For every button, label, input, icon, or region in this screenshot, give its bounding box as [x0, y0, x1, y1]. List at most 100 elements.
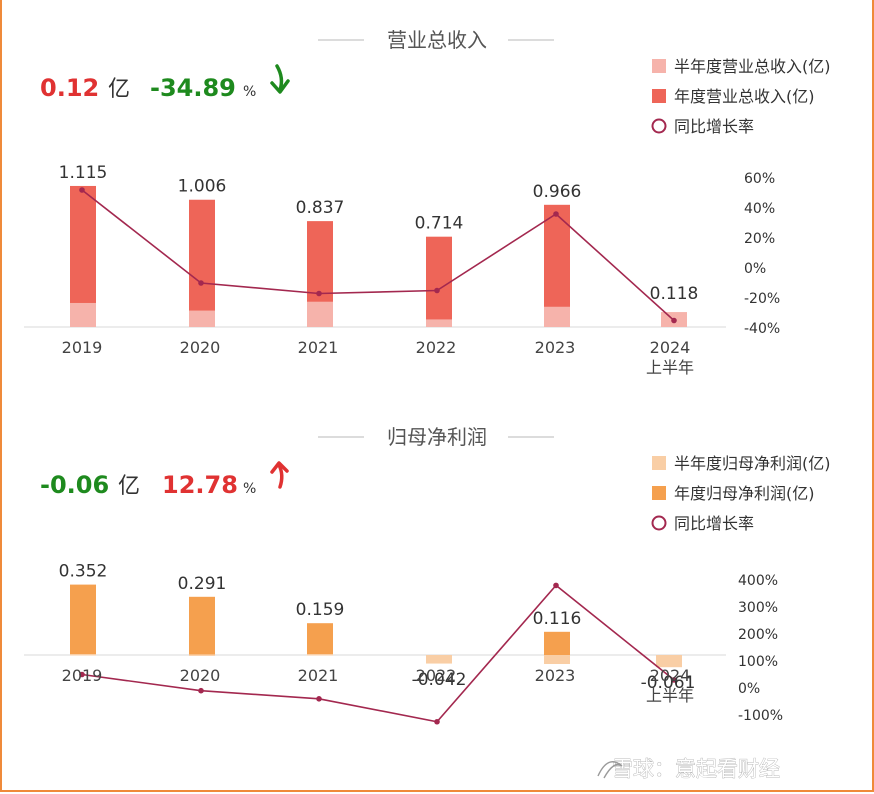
data-label: 1.115: [59, 163, 108, 183]
down-arrow-icon: [275, 64, 284, 92]
right-axis-tick: -20%: [744, 291, 780, 307]
up-arrow-head: [270, 461, 289, 474]
annual-bar: [189, 199, 215, 327]
x-tick-label: 2022: [416, 338, 457, 357]
data-label: 0.118: [650, 284, 699, 304]
half-year-bar: [189, 310, 215, 327]
growth-rate-point: [553, 582, 559, 589]
half-year-bar: [189, 654, 215, 656]
data-label: 0.714: [415, 214, 464, 234]
half-year-bar: [307, 654, 333, 656]
data-label: -0.042: [412, 670, 467, 690]
half-year-bar: [544, 306, 570, 327]
right-axis-tick: 20%: [744, 231, 775, 247]
half-year-bar: [70, 302, 96, 327]
right-axis-tick: 0%: [738, 681, 760, 697]
right-axis-tick: -40%: [744, 321, 780, 337]
x-tick-label: 2019: [62, 666, 103, 685]
half-year-bar: [426, 319, 452, 327]
kpi-value: -0.06: [40, 471, 109, 499]
right-axis-tick: 60%: [744, 171, 775, 187]
kpi-change: 12.78: [162, 471, 238, 499]
data-label: 0.352: [59, 562, 108, 582]
annual-bar: [307, 623, 333, 655]
growth-rate-line: [81, 584, 675, 723]
x-tick-label: 2019: [62, 338, 103, 357]
chart-panel-1: 营业总收入 0.12 亿 -34.89 % 半年度营业总收入(亿) 年度营业总收入(亿) 同比…: [24, 28, 831, 377]
data-label: 1.006: [178, 177, 227, 197]
right-axis-tick: -100%: [738, 708, 783, 724]
x-tick-label: 2020: [180, 666, 221, 685]
growth-rate-point: [316, 290, 322, 297]
annual-bar: [544, 631, 570, 655]
growth-rate-point: [79, 671, 85, 678]
up-arrow-icon: [277, 463, 284, 489]
chart-title: 归母净利润: [387, 425, 487, 449]
data-label: 0.291: [178, 574, 227, 594]
legend-half-swatch: [652, 456, 666, 470]
growth-rate-point: [198, 687, 204, 694]
legend-label: 同比增长率: [674, 117, 754, 136]
chart-title: 营业总收入: [387, 28, 487, 52]
growth-rate-point: [198, 280, 204, 286]
kpi-unit: 亿: [118, 474, 140, 499]
x-tick-label: 2021: [298, 666, 339, 685]
half-year-bar: [426, 655, 452, 664]
legend-growth-marker: [651, 118, 667, 134]
data-label: 0.966: [533, 182, 582, 202]
legend-label: 半年度归母净利润(亿): [674, 454, 831, 473]
half-year-bar: [544, 655, 570, 664]
x-tick-label: 2023: [535, 666, 576, 685]
x-tick-label: 2020: [180, 338, 221, 357]
data-label: 0.116: [533, 609, 582, 629]
x-tick-label: 2023: [535, 338, 576, 357]
growth-rate-point: [671, 317, 677, 324]
kpi-percent-sign: %: [243, 84, 256, 100]
data-label: 0.837: [296, 198, 345, 218]
right-axis-tick: 300%: [738, 600, 778, 616]
growth-rate-point: [553, 211, 559, 217]
right-axis-tick: 200%: [738, 627, 778, 643]
legend-label: 同比增长率: [674, 514, 754, 533]
chart-panel-2: 归母净利润 -0.06 亿 12.78 % 半年度归母净利润(亿) 年度归母净利润(亿) 同比…: [24, 425, 831, 725]
annual-bar: [189, 596, 215, 655]
kpi-percent-sign: %: [243, 481, 256, 497]
down-arrow-head: [270, 79, 290, 94]
x-tick-label: 2021: [298, 338, 339, 357]
half-year-bar: [70, 654, 96, 656]
right-axis-tick: 400%: [738, 573, 778, 589]
growth-rate-point: [434, 287, 440, 294]
legend-label: 半年度营业总收入(亿): [674, 57, 831, 76]
annual-bar: [70, 584, 96, 655]
x-tick-label: 2024: [650, 666, 691, 685]
legend-annual-swatch: [652, 89, 666, 103]
watermark-logo-icon: [597, 761, 623, 779]
annual-bar: [426, 236, 452, 327]
half-year-bar: [307, 301, 333, 327]
growth-rate-point: [316, 696, 322, 702]
x-tick-label: 上半年: [646, 358, 694, 377]
legend-label: 年度归母净利润(亿): [674, 484, 815, 503]
data-label: -0.061: [641, 673, 696, 693]
right-axis-tick: 40%: [744, 201, 775, 217]
x-tick-label: 上半年: [646, 686, 694, 705]
data-label: 0.159: [296, 600, 345, 620]
legend-label: 年度营业总收入(亿): [674, 87, 815, 106]
growth-rate-point: [79, 187, 85, 193]
kpi-change: -34.89: [150, 74, 236, 102]
right-axis-tick: 100%: [738, 654, 778, 670]
legend-half-swatch: [652, 59, 666, 73]
kpi-value: 0.12: [40, 74, 99, 102]
x-tick-label: 2024: [650, 338, 691, 357]
growth-rate-point: [671, 677, 677, 683]
kpi-unit: 亿: [108, 77, 130, 102]
right-axis-tick: 0%: [744, 261, 766, 277]
x-tick-label: 2022: [416, 666, 457, 685]
growth-rate-line: [81, 189, 675, 322]
legend-annual-swatch: [652, 486, 666, 500]
legend-growth-marker: [651, 515, 667, 531]
half-year-bar: [656, 655, 682, 668]
watermark-text: 雪球：意起看财经: [612, 757, 780, 781]
